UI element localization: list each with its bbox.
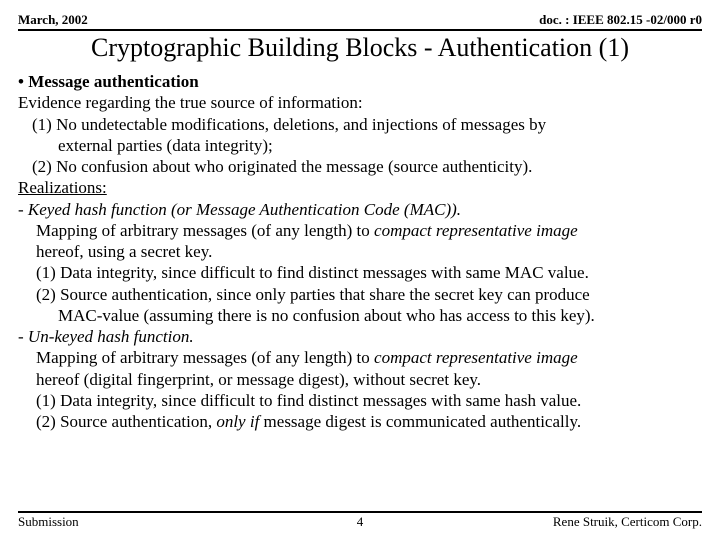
realizations-heading: Realizations: (18, 177, 702, 198)
body-content: • Message authentication Evidence regard… (18, 71, 702, 432)
unkeyed-item2: (2) Source authentication, only if messa… (18, 411, 702, 432)
item-1-line-b: external parties (data integrity); (18, 135, 702, 156)
footer-page-number: 4 (357, 514, 364, 530)
keyed-map-line2: hereof, using a secret key. (18, 241, 702, 262)
unkeyed-map-line1: Mapping of arbitrary messages (of any le… (18, 347, 702, 368)
keyed-hash-title: Keyed hash function (or Message Authenti… (28, 200, 461, 219)
item-2: (2) No confusion about who originated th… (18, 156, 702, 177)
unkeyed-hash-head: - Un-keyed hash function. (18, 326, 702, 347)
page-title: Cryptographic Building Blocks - Authenti… (18, 33, 702, 63)
unkeyed-map-line2: hereof (digital fingerprint, or message … (18, 369, 702, 390)
keyed-hash-head: - Keyed hash function (or Message Authen… (18, 199, 702, 220)
footer: Submission 4 Rene Struik, Certicom Corp. (18, 511, 702, 530)
keyed-map-line1: Mapping of arbitrary messages (of any le… (18, 220, 702, 241)
header-doc: doc. : IEEE 802.15 -02/000 r0 (539, 12, 702, 28)
unkeyed-item1: (1) Data integrity, since difficult to f… (18, 390, 702, 411)
footer-right: Rene Struik, Certicom Corp. (553, 514, 702, 530)
keyed-item2a: (2) Source authentication, since only pa… (18, 284, 702, 305)
unkeyed-hash-title: Un-keyed hash function. (28, 327, 194, 346)
footer-left: Submission (18, 514, 79, 530)
item-1-line-a: (1) No undetectable modifications, delet… (18, 114, 702, 135)
bullet-message-auth: • Message authentication (18, 71, 702, 92)
evidence-line: Evidence regarding the true source of in… (18, 92, 702, 113)
header: March, 2002 doc. : IEEE 802.15 -02/000 r… (18, 12, 702, 31)
keyed-item1: (1) Data integrity, since difficult to f… (18, 262, 702, 283)
header-date: March, 2002 (18, 12, 88, 28)
keyed-item2b: MAC-value (assuming there is no confusio… (18, 305, 702, 326)
